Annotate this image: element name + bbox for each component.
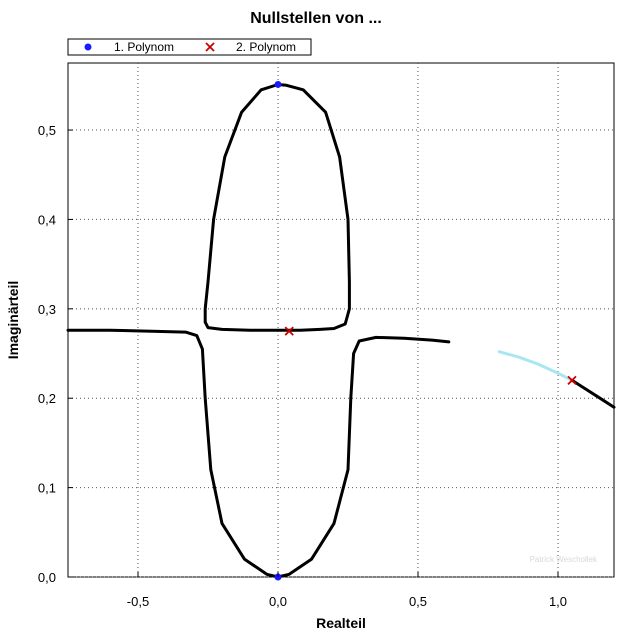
- curve-path: [497, 350, 574, 382]
- x-axis-ticks: -0,5 0,0 0,5 1,0: [127, 572, 567, 609]
- legend-marker-series-1: [84, 43, 92, 51]
- curve-path: [570, 378, 616, 409]
- y-tick-label: 0,0: [38, 570, 56, 585]
- data-point-polynom-2: [284, 326, 294, 336]
- legend: 1. Polynom 2. Polynom: [67, 38, 312, 56]
- watermark: Patrick Weschollek: [530, 555, 598, 564]
- data-point-polynom-2: [567, 375, 577, 385]
- y-tick-label: 0,2: [38, 391, 56, 406]
- data-markers: [274, 80, 577, 581]
- y-axis-ticks: 0,0 0,1 0,2 0,3 0,4 0,5: [38, 123, 73, 585]
- legend-marker-series-2: [205, 42, 215, 52]
- y-tick-label: 0,5: [38, 123, 56, 138]
- data-point-polynom-1: [274, 80, 282, 88]
- y-tick-label: 0,3: [38, 302, 56, 317]
- data-point-cross-stroke: [567, 375, 577, 385]
- data-point-cross-stroke: [284, 326, 294, 336]
- chart-title: Nullstellen von ...: [250, 10, 382, 27]
- x-axis-label: Realteil: [316, 615, 366, 631]
- legend-label-series-1: 1. Polynom: [114, 40, 174, 54]
- grid: [68, 63, 614, 578]
- y-axis-label: Imaginärteil: [5, 281, 21, 360]
- x-tick-label: 1,0: [549, 594, 567, 609]
- y-tick-label: 0,4: [38, 212, 56, 227]
- legend-label-series-2: 2. Polynom: [236, 40, 296, 54]
- y-tick-label: 0,1: [38, 481, 56, 496]
- x-tick-label: 0,0: [269, 594, 287, 609]
- x-tick-label: -0,5: [127, 594, 149, 609]
- x-tick-label: 0,5: [409, 594, 427, 609]
- legend-box: [67, 38, 312, 56]
